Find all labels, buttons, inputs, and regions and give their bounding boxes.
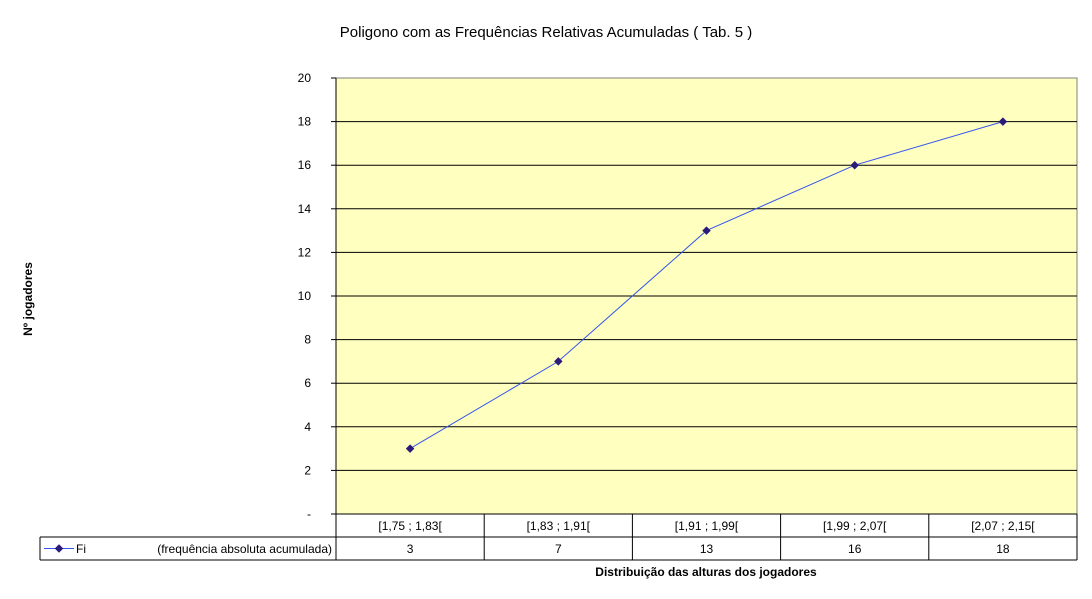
x-category-label: [1,83 ; 1,91[ <box>527 519 591 533</box>
x-category-label: [1,91 ; 1,99[ <box>675 519 739 533</box>
y-tick-label: 6 <box>304 376 311 390</box>
y-tick-label: - <box>307 507 311 521</box>
table-value: 13 <box>700 542 714 556</box>
y-tick-label: 16 <box>298 158 312 172</box>
chart-title: Poligono com as Frequências Relativas Ac… <box>340 24 752 41</box>
y-tick-label: 12 <box>298 245 312 259</box>
legend-series-name: Fi <box>76 542 86 556</box>
legend-marker <box>54 544 64 553</box>
x-axis-title: Distribuição das alturas dos jogadores <box>595 565 817 579</box>
x-category-label: [1,99 ; 2,07[ <box>823 519 887 533</box>
table-value: 18 <box>996 542 1010 556</box>
data-table: [1,75 ; 1,83[ [1,83 ; 1,91[ [1,91 ; 1,99[ [… <box>39 513 1078 561</box>
y-tick-label: 4 <box>304 420 311 434</box>
y-axis: - 2 4 6 8 10 12 14 16 18 20 <box>298 71 337 521</box>
data-point <box>554 357 563 366</box>
data-point <box>405 444 415 453</box>
table-value: 3 <box>407 542 414 556</box>
y-tick-label: 8 <box>304 333 311 347</box>
x-category-label: [1,75 ; 1,83[ <box>378 519 442 533</box>
y-axis-title: Nº jogadores <box>21 262 35 336</box>
legend-series-description: (frequência absoluta acumulada) <box>157 542 332 556</box>
y-tick-label: 14 <box>298 202 312 216</box>
y-tick-label: 10 <box>298 289 312 303</box>
y-tick-label: 2 <box>304 463 311 477</box>
gridlines <box>336 121 1077 471</box>
y-tick-label: 18 <box>298 115 312 129</box>
table-value: 16 <box>848 542 862 556</box>
table-value: 7 <box>555 542 562 556</box>
x-category-label: [2,07 ; 2,15[ <box>971 519 1035 533</box>
y-tick-label: 20 <box>298 71 312 85</box>
